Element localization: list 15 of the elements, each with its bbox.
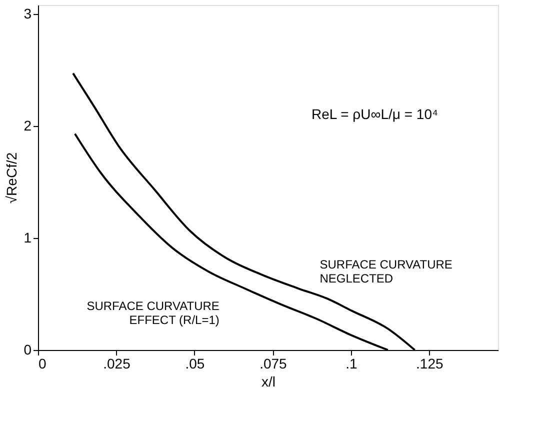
y-tick-label: 2 bbox=[24, 117, 32, 134]
annotation: ReL = ρU∞L/μ = 10⁴ bbox=[312, 106, 438, 122]
x-tick-label: .05 bbox=[185, 356, 205, 372]
annotation: SURFACE CURVATURE NEGLECTED bbox=[320, 257, 452, 286]
y-tick-label: 0 bbox=[24, 342, 32, 358]
x-tick-label: 0 bbox=[38, 356, 46, 372]
x-tick-label: .025 bbox=[103, 356, 131, 372]
y-tick-label: 1 bbox=[24, 229, 32, 246]
x-tick-label: .125 bbox=[416, 356, 444, 372]
annotation: SURFACE CURVATURE EFFECT (R/L=1) bbox=[86, 298, 220, 327]
x-axis-title: x/l bbox=[262, 374, 276, 390]
y-tick-label: 3 bbox=[24, 5, 32, 22]
y-axis-title: √ReCf/2 bbox=[4, 152, 20, 204]
x-tick-label: .1 bbox=[346, 356, 358, 372]
x-tick-label: .075 bbox=[260, 356, 288, 372]
